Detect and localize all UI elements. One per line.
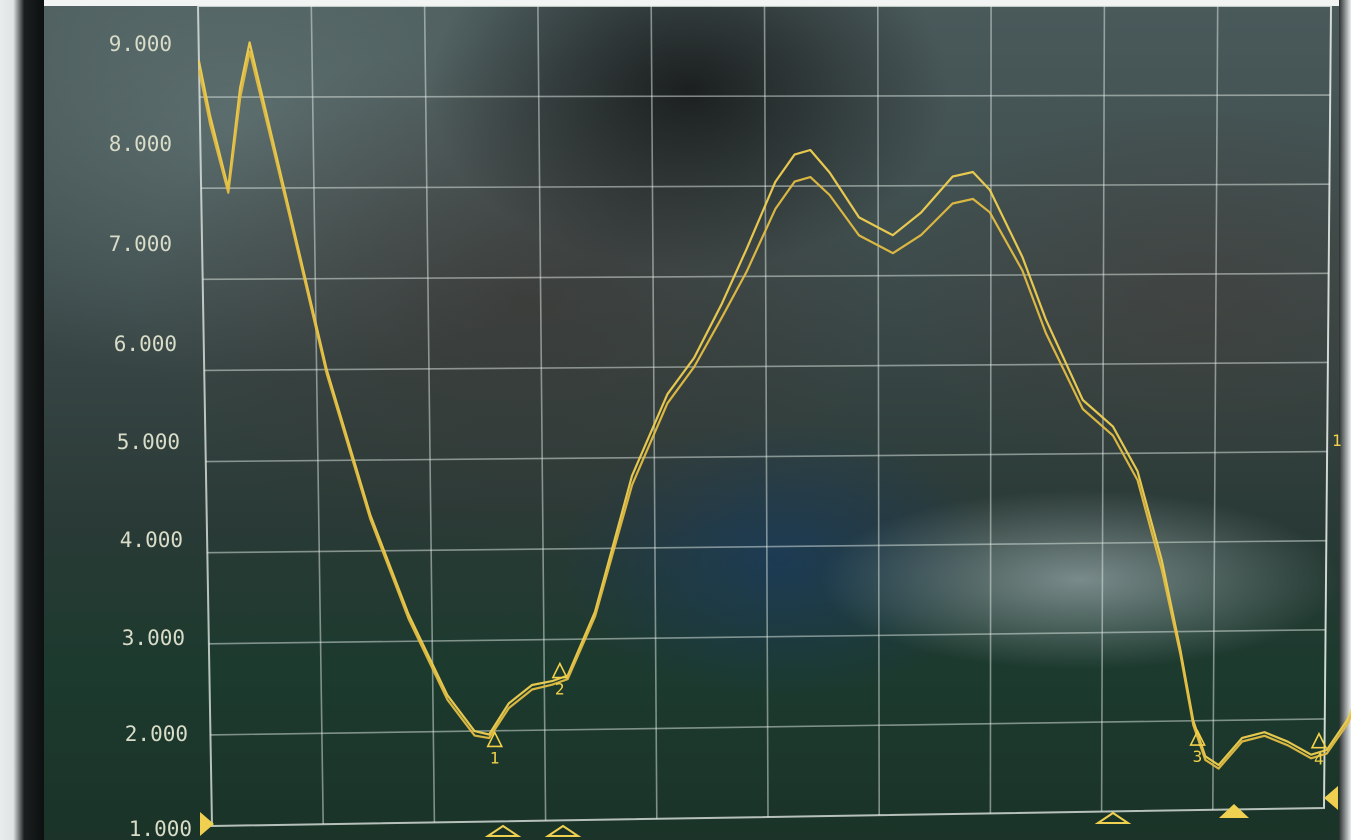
marker-triangle-icon xyxy=(551,661,569,679)
grid-line-vertical xyxy=(1212,5,1219,810)
marker-layer: 1 2 3 4 xyxy=(486,661,1328,769)
monitor-bezel-top xyxy=(0,0,1351,6)
marker-triangle-icon xyxy=(1189,729,1206,746)
y-tick-label: 2.000 xyxy=(125,722,188,746)
grid-line-horizontal xyxy=(202,272,1329,281)
y-tick-label: 4.000 xyxy=(120,528,183,552)
y-tick-label: 7.000 xyxy=(109,232,172,256)
grid-line-vertical xyxy=(423,5,436,823)
trace-layer xyxy=(197,41,1351,770)
grid-line-vertical xyxy=(989,5,992,814)
marker-label: 4 xyxy=(1314,750,1324,769)
marker-bottom-triangle-icon xyxy=(1094,811,1132,824)
grid-line-vertical xyxy=(310,5,324,825)
marker-triangle-icon xyxy=(486,730,504,748)
grid-line-horizontal xyxy=(207,539,1327,554)
grid-line-vertical xyxy=(876,5,881,816)
marker-triangle-icon xyxy=(1310,731,1328,749)
ref-left-arrow-icon xyxy=(200,812,214,836)
grid-line-horizontal xyxy=(201,183,1330,190)
grid-line-vertical xyxy=(1100,5,1106,812)
y-tick-label: 6.000 xyxy=(114,332,177,356)
marker-4: 4 xyxy=(1310,731,1328,769)
grid-line-horizontal xyxy=(208,628,1326,645)
bottom-marker-row xyxy=(484,804,1249,837)
y-tick-label: 9.000 xyxy=(109,32,172,56)
grid-line-horizontal xyxy=(204,361,1328,372)
ref-level-indicator: 1 xyxy=(200,431,1342,836)
plot-grid xyxy=(196,5,1333,828)
marker-bottom-active-triangle-icon xyxy=(1219,804,1249,818)
grid-line-vertical xyxy=(537,5,547,821)
y-tick-label: 5.000 xyxy=(117,430,180,454)
y-axis: 9.000 8.000 7.000 6.000 5.000 4.000 3.00… xyxy=(109,32,192,840)
marker-label: 3 xyxy=(1193,747,1203,766)
y-tick-label: 3.000 xyxy=(122,626,185,650)
grid-line-horizontal xyxy=(205,450,1328,463)
ref-right-arrow-icon xyxy=(1324,786,1338,810)
trace-line xyxy=(198,50,1351,770)
grid-line-vertical xyxy=(763,5,769,818)
marker-label: 1 xyxy=(490,748,500,767)
y-tick-label: 8.000 xyxy=(109,132,172,156)
marker-label: 2 xyxy=(555,680,565,699)
y-tick-label: 1.000 xyxy=(129,817,192,840)
marker-1: 1 xyxy=(486,730,504,767)
marker-bottom-triangle-icon xyxy=(484,824,522,837)
monitor-bezel-right xyxy=(1339,0,1351,840)
plot-frame xyxy=(196,5,1333,828)
marker-bottom-triangle-icon xyxy=(544,824,582,837)
marker-2: 2 xyxy=(551,661,569,699)
monitor-bezel-left xyxy=(0,0,44,840)
grid-line-horizontal xyxy=(199,94,1331,98)
marker-3: 3 xyxy=(1189,729,1206,766)
grid-line-horizontal xyxy=(210,718,1325,736)
trace-line xyxy=(197,41,1351,767)
grid-line-vertical xyxy=(650,5,658,819)
ref-level-label: 1 xyxy=(1332,431,1342,450)
